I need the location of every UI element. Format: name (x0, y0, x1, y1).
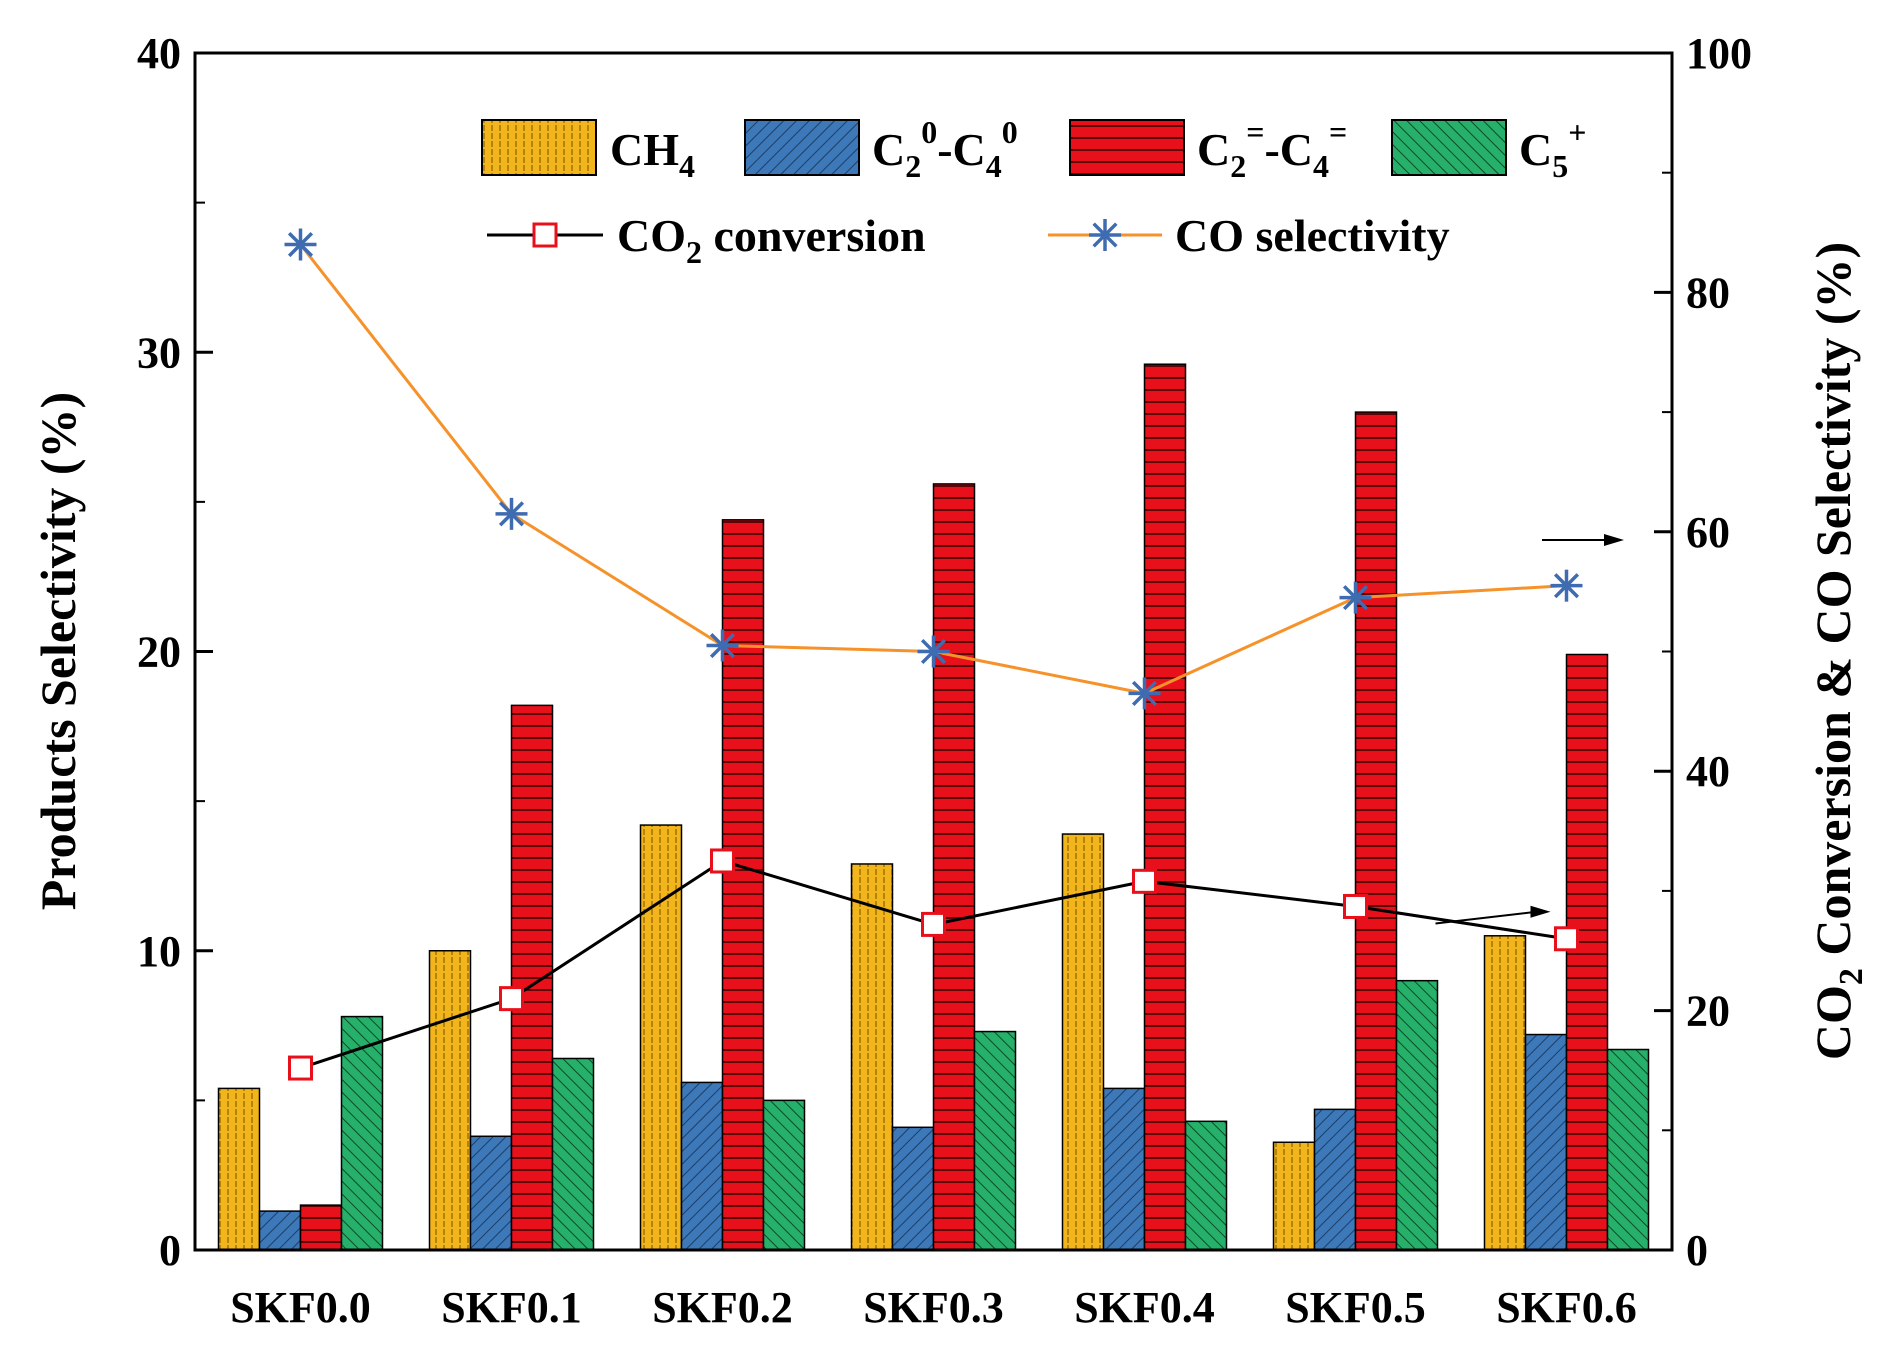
marker-co-selectivity-skf0.5 (1339, 581, 1372, 614)
bars-layer (217, 363, 1650, 1251)
y2-tick-label: 100 (1686, 29, 1752, 78)
legend-item-co2-conversion: CO2 conversion (487, 210, 926, 270)
legend: CH4 C20-C40 C2=-C4= C5+ CO2 conversion C… (481, 114, 1586, 270)
marker-co2-conversion-skf0.6 (1554, 926, 1579, 952)
bar-ch4-skf0.3 (850, 863, 894, 1251)
svg-text:C20-C40: C20-C40 (872, 114, 1018, 184)
legend-item-c5plus: C5+ (1391, 114, 1586, 184)
y-tick-label: 30 (137, 328, 181, 377)
legend-item-paraffins: C20-C40 (744, 114, 1018, 184)
marker-co-selectivity-skf0.0 (284, 228, 317, 261)
svg-text:CO selectivity: CO selectivity (1175, 210, 1450, 261)
y2-tick-label: 0 (1686, 1226, 1708, 1275)
bar-c2-c4--skf0.6 (1524, 1033, 1568, 1251)
bar-c2-c4--skf0.6 (1565, 653, 1609, 1251)
bar-c2-c4--skf0.4 (1143, 363, 1187, 1251)
y-tick-label: 40 (137, 29, 181, 78)
y-axis-title: Products Selectivity (%) (30, 392, 86, 910)
bar-c2-c4--skf0.0 (258, 1210, 302, 1251)
y-tick-label: 10 (137, 927, 181, 976)
x-tick-label: SKF0.3 (863, 1283, 1004, 1332)
y2-tick-label: 60 (1686, 508, 1730, 557)
asterisk-icon (1089, 219, 1121, 251)
svg-text:C5+: C5+ (1519, 114, 1586, 184)
axes-layer: 0 10 20 30 40 0 20 40 60 80 100 SKF0.0 SKF0.1 SKF0.2 S… (137, 29, 1752, 1332)
bar-ch4-skf0.5 (1272, 1141, 1316, 1251)
legend-item-ch4: CH4 (481, 119, 695, 184)
svg-text:CH4: CH4 (610, 124, 695, 184)
legend-asterisk-mark (1089, 219, 1121, 251)
bar-c2-c4--skf0.2 (680, 1081, 724, 1251)
marker-co2-conversion-skf0.4 (1132, 868, 1157, 894)
svg-text:CO2 conversion: CO2 conversion (617, 210, 926, 270)
bar-ch4-skf0.2 (639, 824, 683, 1251)
marker-co-selectivity-skf0.4 (1128, 677, 1161, 710)
x-tick-label: SKF0.2 (652, 1283, 793, 1332)
legend-item-olefins: C2=-C4= (1069, 114, 1347, 184)
bar-ch4-skf0.6 (1483, 935, 1527, 1251)
lines-layer (284, 228, 1583, 1081)
y2-tick-label: 40 (1686, 747, 1730, 796)
bar-c2-c4--skf0.1 (469, 1135, 513, 1251)
bar-c2-c4--skf0.4 (1102, 1087, 1146, 1251)
x-tick-label: SKF0.6 (1496, 1283, 1637, 1332)
y2-tick-label: 20 (1686, 987, 1730, 1036)
bar-ch4-skf0.0 (217, 1087, 261, 1251)
bar-c2-c4--skf0.2 (721, 519, 765, 1251)
marker-co2-conversion-skf0.5 (1343, 893, 1368, 919)
bar-c5--skf0.6 (1606, 1048, 1650, 1251)
bar-c2-c4--skf0.5 (1313, 1108, 1357, 1251)
svg-text:C2=-C4=: C2=-C4= (1197, 114, 1347, 184)
x-tick-label: SKF0.5 (1285, 1283, 1426, 1332)
bar-c5--skf0.1 (551, 1057, 595, 1251)
bar-c2-c4--skf0.0 (299, 1204, 343, 1251)
x-tick-label: SKF0.1 (441, 1283, 582, 1332)
y2-tick-label: 80 (1686, 268, 1730, 317)
marker-co-selectivity-skf0.1 (495, 497, 528, 530)
bar-c5--skf0.5 (1395, 979, 1439, 1251)
x-tick-label: SKF0.0 (230, 1283, 371, 1332)
legend-item-co-selectivity: CO selectivity (1048, 210, 1450, 261)
right-axis-arrow (1542, 534, 1624, 546)
bar-ch4-skf0.4 (1061, 833, 1105, 1251)
conversion-arrow (1435, 905, 1551, 925)
bar-c5--skf0.4 (1184, 1120, 1228, 1251)
y2-axis-title: CO2 Conversion & CO Selectivity (%) (1805, 242, 1870, 1060)
y-tick-label: 20 (137, 628, 181, 677)
marker-co2-conversion-skf0.3 (921, 911, 946, 937)
bar-c2-c4--skf0.5 (1354, 411, 1398, 1251)
bar-c2-c4--skf0.3 (932, 483, 976, 1251)
x-tick-label: SKF0.4 (1074, 1283, 1215, 1332)
bar-c5--skf0.3 (973, 1030, 1017, 1251)
marker-co-selectivity-skf0.2 (706, 629, 739, 662)
y-tick-label: 0 (159, 1226, 181, 1275)
bar-c5--skf0.2 (762, 1099, 806, 1251)
marker-co2-conversion-skf0.0 (288, 1055, 313, 1081)
marker-co2-conversion-skf0.2 (710, 848, 735, 874)
bar-c5--skf0.0 (340, 1015, 384, 1251)
marker-co-selectivity-skf0.6 (1550, 569, 1583, 602)
marker-co2-conversion-skf0.1 (499, 986, 524, 1012)
bar-ch4-skf0.1 (428, 950, 472, 1251)
marker-co-selectivity-skf0.3 (917, 635, 950, 668)
bar-c2-c4--skf0.3 (891, 1126, 935, 1251)
